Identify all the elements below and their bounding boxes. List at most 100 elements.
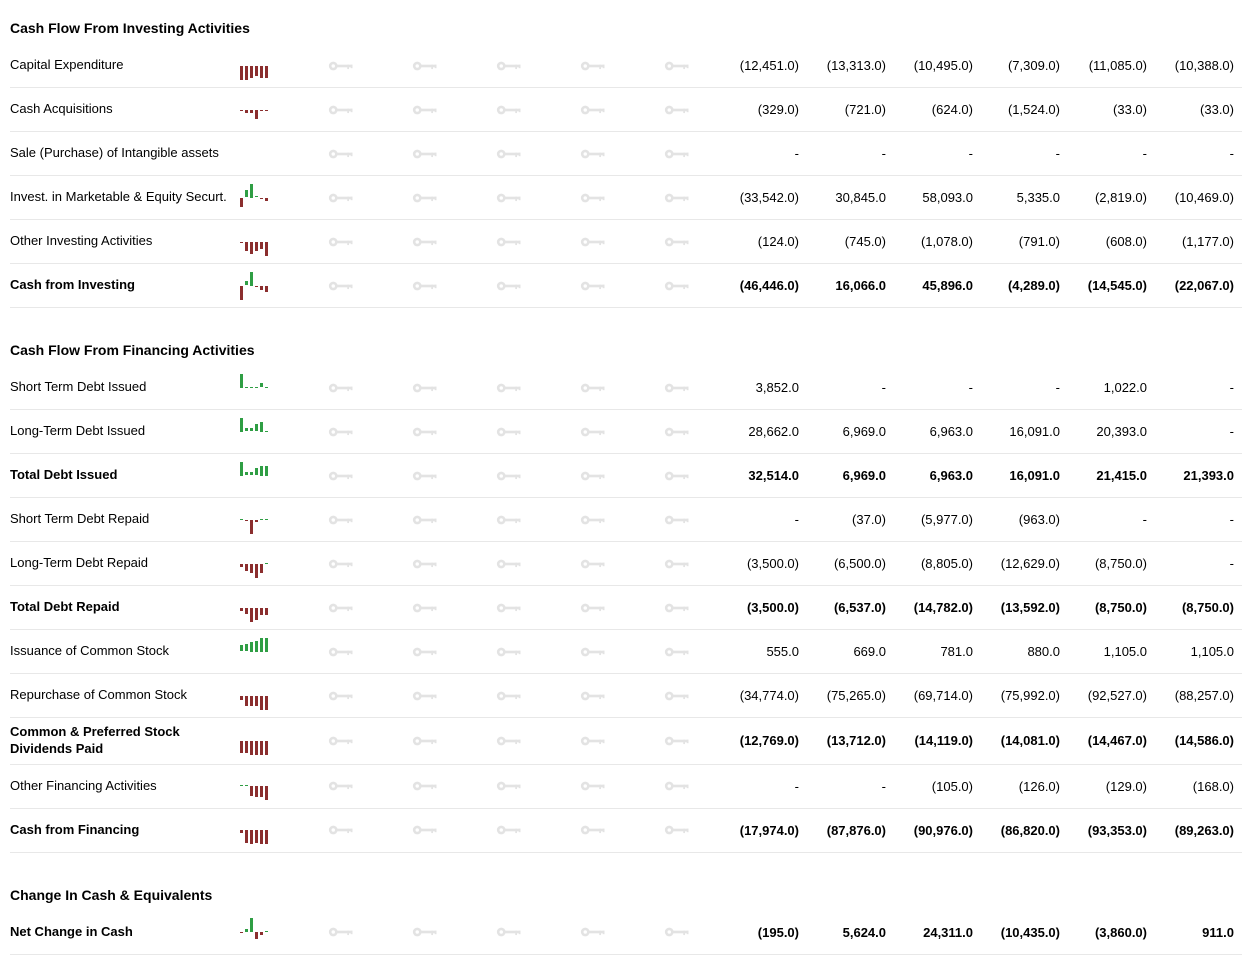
locked-cell[interactable] xyxy=(300,925,384,939)
lock-icon xyxy=(664,381,692,395)
locked-cell[interactable] xyxy=(468,469,552,483)
locked-cell[interactable] xyxy=(636,823,720,837)
locked-cell[interactable] xyxy=(300,103,384,117)
locked-cell[interactable] xyxy=(300,823,384,837)
locked-cell[interactable] xyxy=(552,147,636,161)
locked-cell[interactable] xyxy=(636,734,720,748)
value-cell: (14,119.0) xyxy=(894,733,981,748)
locked-cell[interactable] xyxy=(636,557,720,571)
locked-cell[interactable] xyxy=(300,689,384,703)
locked-cell[interactable] xyxy=(300,381,384,395)
locked-cell[interactable] xyxy=(468,103,552,117)
locked-cell[interactable] xyxy=(384,147,468,161)
locked-cell[interactable] xyxy=(636,513,720,527)
value-cell: 5,335.0 xyxy=(981,190,1068,205)
locked-cell[interactable] xyxy=(552,425,636,439)
locked-cell[interactable] xyxy=(468,381,552,395)
locked-cell[interactable] xyxy=(468,147,552,161)
locked-cell[interactable] xyxy=(384,645,468,659)
locked-cell[interactable] xyxy=(300,59,384,73)
lock-icon xyxy=(412,689,440,703)
locked-cell[interactable] xyxy=(552,59,636,73)
value-cell: (75,992.0) xyxy=(981,688,1068,703)
locked-cell[interactable] xyxy=(552,823,636,837)
locked-cell[interactable] xyxy=(636,235,720,249)
locked-cell[interactable] xyxy=(384,557,468,571)
locked-cell[interactable] xyxy=(384,381,468,395)
locked-cell[interactable] xyxy=(384,601,468,615)
locked-cell[interactable] xyxy=(468,59,552,73)
locked-cell[interactable] xyxy=(468,823,552,837)
locked-cell[interactable] xyxy=(552,279,636,293)
locked-cell[interactable] xyxy=(384,689,468,703)
locked-cell[interactable] xyxy=(384,779,468,793)
locked-cell[interactable] xyxy=(552,103,636,117)
locked-cell[interactable] xyxy=(300,469,384,483)
locked-cell[interactable] xyxy=(552,925,636,939)
locked-cell[interactable] xyxy=(300,557,384,571)
locked-cell[interactable] xyxy=(468,557,552,571)
locked-cell[interactable] xyxy=(300,279,384,293)
locked-cell[interactable] xyxy=(300,601,384,615)
locked-cell[interactable] xyxy=(468,779,552,793)
locked-cell[interactable] xyxy=(636,689,720,703)
locked-cell[interactable] xyxy=(468,279,552,293)
locked-cell[interactable] xyxy=(636,469,720,483)
locked-cell[interactable] xyxy=(468,734,552,748)
locked-cell[interactable] xyxy=(636,425,720,439)
lock-icon xyxy=(328,734,356,748)
locked-cell[interactable] xyxy=(468,425,552,439)
locked-cell[interactable] xyxy=(468,235,552,249)
locked-cell[interactable] xyxy=(552,601,636,615)
locked-cell[interactable] xyxy=(468,513,552,527)
locked-cell[interactable] xyxy=(300,779,384,793)
locked-cell[interactable] xyxy=(300,513,384,527)
locked-cell[interactable] xyxy=(636,779,720,793)
locked-cell[interactable] xyxy=(468,645,552,659)
locked-cell[interactable] xyxy=(300,425,384,439)
locked-cell[interactable] xyxy=(636,279,720,293)
locked-cell[interactable] xyxy=(300,191,384,205)
locked-cell[interactable] xyxy=(468,689,552,703)
locked-cell[interactable] xyxy=(384,235,468,249)
locked-cell[interactable] xyxy=(552,235,636,249)
locked-cell[interactable] xyxy=(636,191,720,205)
locked-cell[interactable] xyxy=(384,425,468,439)
locked-cell[interactable] xyxy=(552,734,636,748)
locked-cell[interactable] xyxy=(636,645,720,659)
locked-cell[interactable] xyxy=(300,734,384,748)
locked-cell[interactable] xyxy=(552,513,636,527)
locked-cell[interactable] xyxy=(552,381,636,395)
locked-cell[interactable] xyxy=(552,191,636,205)
locked-cell[interactable] xyxy=(552,557,636,571)
locked-cell[interactable] xyxy=(636,147,720,161)
lock-icon xyxy=(496,469,524,483)
locked-cell[interactable] xyxy=(384,103,468,117)
locked-cell[interactable] xyxy=(300,645,384,659)
locked-cell[interactable] xyxy=(552,469,636,483)
locked-cell[interactable] xyxy=(384,279,468,293)
locked-cell[interactable] xyxy=(384,59,468,73)
value-cell: 1,022.0 xyxy=(1068,380,1155,395)
locked-cell[interactable] xyxy=(300,147,384,161)
locked-cell[interactable] xyxy=(552,645,636,659)
locked-cell[interactable] xyxy=(300,235,384,249)
locked-cell[interactable] xyxy=(384,191,468,205)
locked-cell[interactable] xyxy=(384,823,468,837)
lock-icon xyxy=(496,513,524,527)
locked-cell[interactable] xyxy=(636,59,720,73)
value-cell: (1,524.0) xyxy=(981,102,1068,117)
locked-cell[interactable] xyxy=(636,381,720,395)
locked-cell[interactable] xyxy=(384,925,468,939)
locked-cell[interactable] xyxy=(636,601,720,615)
locked-cell[interactable] xyxy=(636,103,720,117)
locked-cell[interactable] xyxy=(384,513,468,527)
locked-cell[interactable] xyxy=(552,779,636,793)
locked-cell[interactable] xyxy=(552,689,636,703)
locked-cell[interactable] xyxy=(384,734,468,748)
locked-cell[interactable] xyxy=(384,469,468,483)
locked-cell[interactable] xyxy=(468,191,552,205)
locked-cell[interactable] xyxy=(636,925,720,939)
locked-cell[interactable] xyxy=(468,601,552,615)
locked-cell[interactable] xyxy=(468,925,552,939)
